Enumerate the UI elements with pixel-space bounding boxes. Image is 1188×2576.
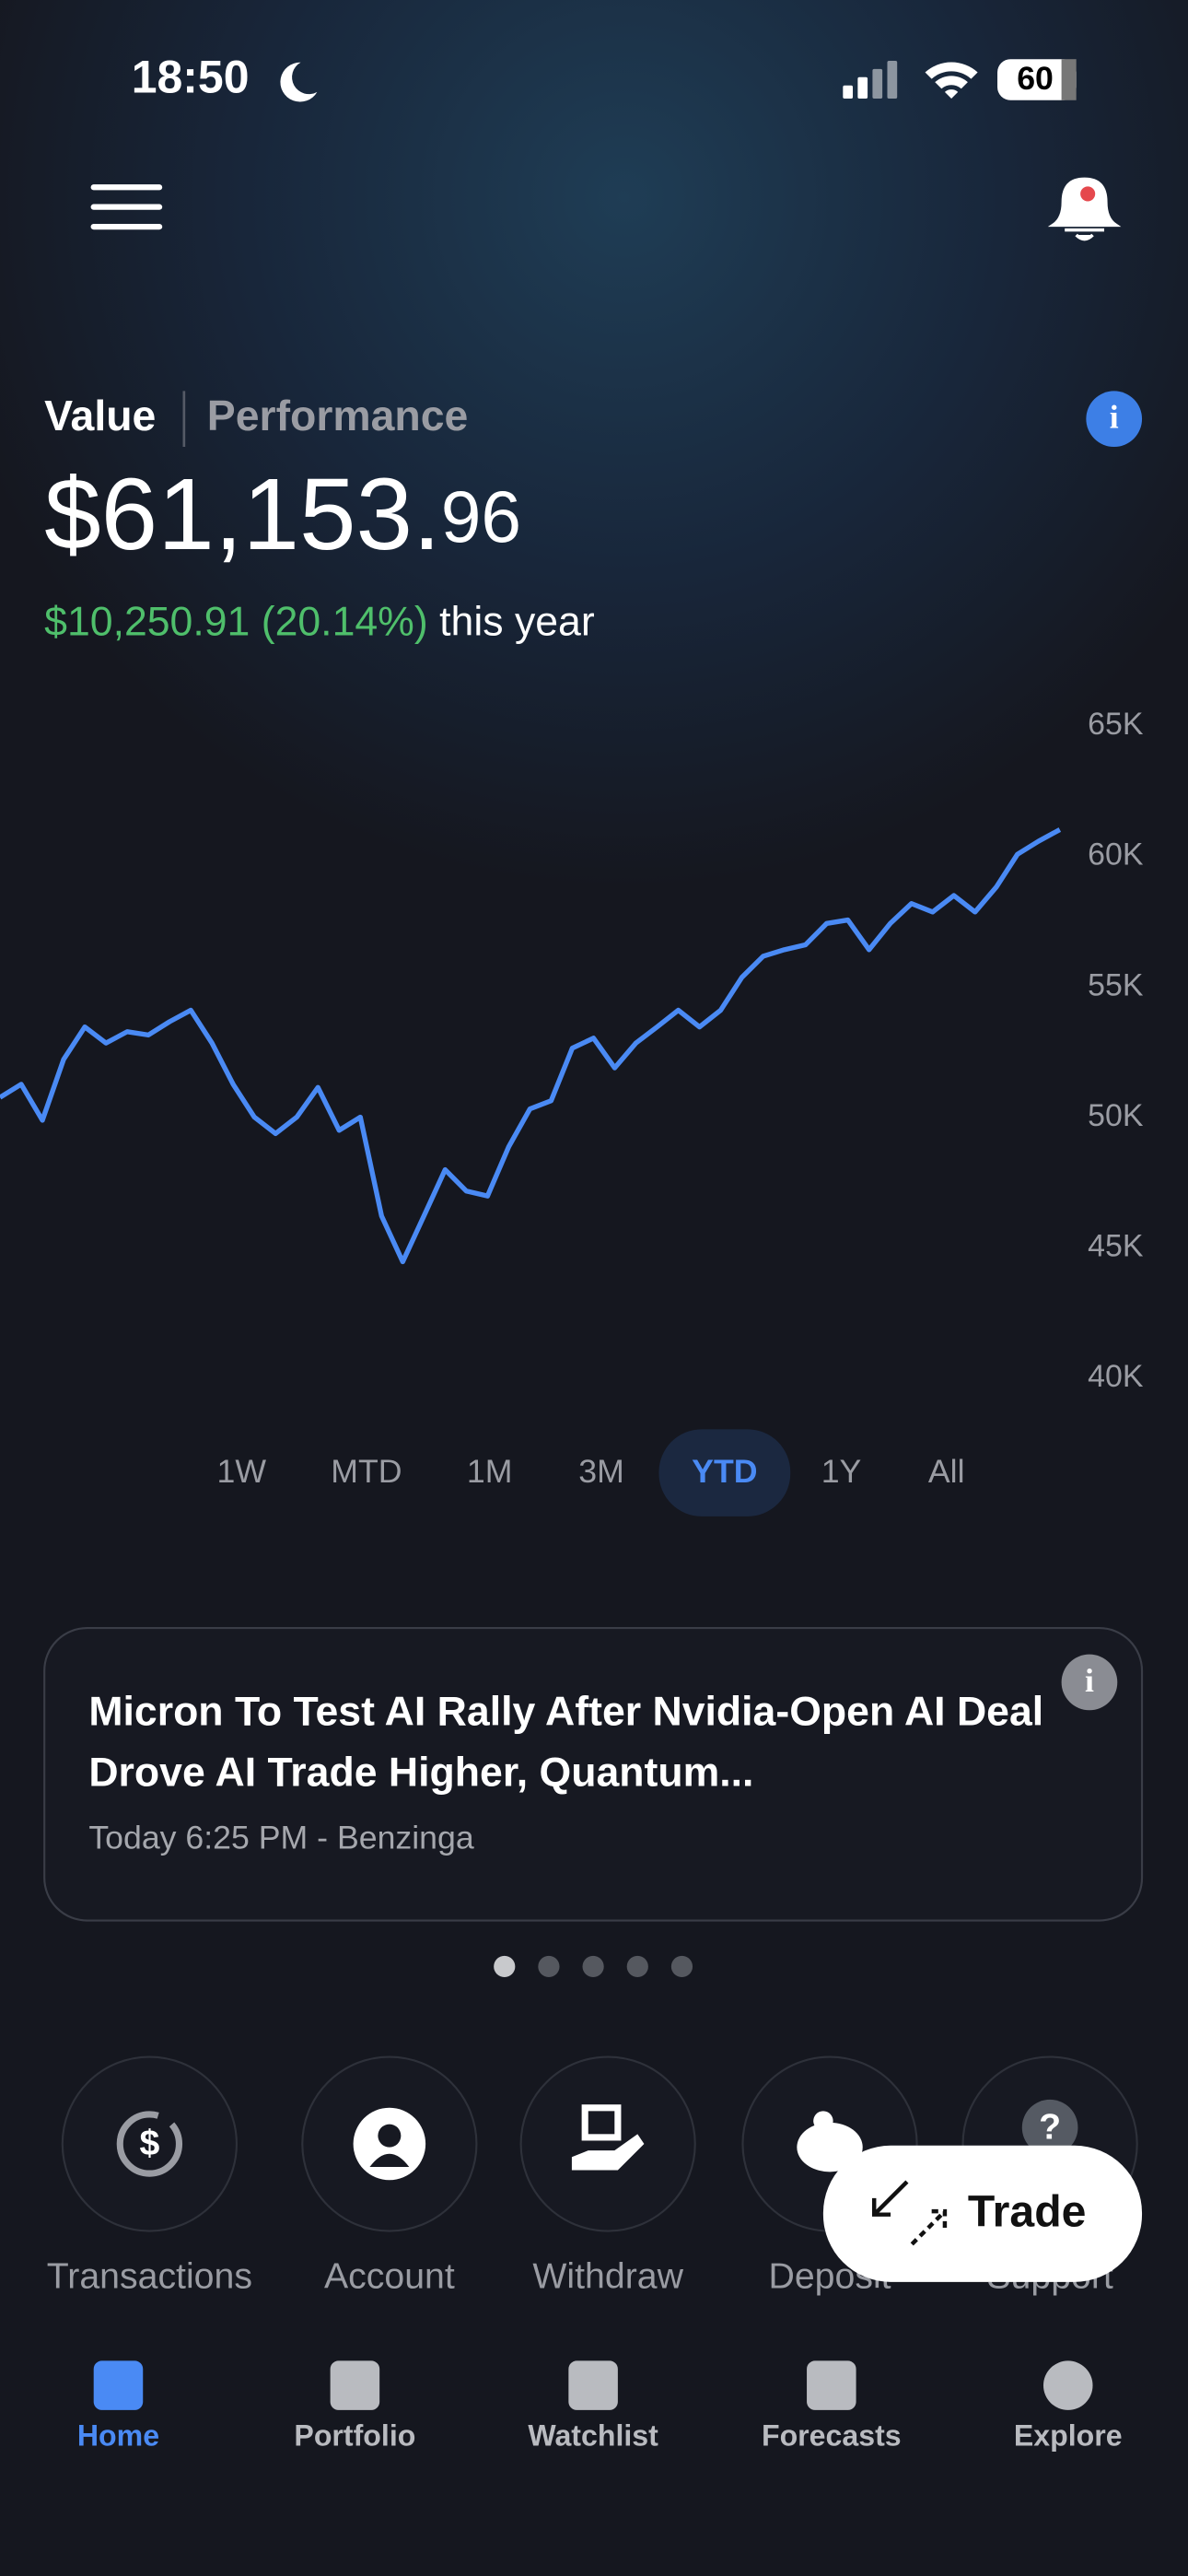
- y-tick-label: 40K: [1088, 1359, 1144, 1394]
- page-dot: [538, 1955, 560, 1978]
- range-option[interactable]: All: [928, 1453, 965, 1490]
- nav-icon[interactable]: [807, 2360, 856, 2410]
- balance: $61,153.96: [44, 458, 521, 571]
- trade-icon: [871, 2180, 948, 2246]
- clock: 18:50: [132, 52, 250, 103]
- pagination: [494, 1955, 693, 1978]
- action-icon: [571, 2104, 645, 2171]
- range-option[interactable]: 1M: [467, 1453, 513, 1490]
- price-line: [0, 827, 1062, 1265]
- signal-icon: [843, 60, 898, 99]
- svg-text:$: $: [139, 2123, 159, 2163]
- nav-icon[interactable]: [93, 2360, 144, 2410]
- page-dot: [626, 1955, 648, 1978]
- range-option[interactable]: 1Y: [821, 1453, 862, 1490]
- action-label: Withdraw: [532, 2256, 683, 2297]
- nav-icon[interactable]: [330, 2360, 380, 2410]
- trade-button[interactable]: [822, 2145, 1143, 2282]
- range-option[interactable]: 3M: [578, 1453, 624, 1490]
- action-button[interactable]: [519, 2055, 696, 2232]
- change: $10,250.91 (20.14%) this year: [44, 599, 595, 644]
- range-selector: 1W MTD 1M 3M YTD 1Y All: [217, 1429, 965, 1516]
- page-dot: [670, 1955, 693, 1978]
- nav-label[interactable]: Portfolio: [294, 2419, 415, 2453]
- notification-dot: [1080, 186, 1096, 202]
- y-tick-label: 50K: [1088, 1098, 1144, 1133]
- range-option[interactable]: MTD: [331, 1453, 402, 1490]
- news-info-button[interactable]: [1061, 1654, 1118, 1711]
- change-amount: $10,250.91 (20.14%): [44, 599, 427, 644]
- y-tick-label: 60K: [1088, 837, 1144, 872]
- news-meta: Today 6:25 PM - Benzinga: [88, 1820, 474, 1856]
- range-selected-pill: [658, 1429, 791, 1516]
- action-label: Account: [324, 2256, 455, 2297]
- info-glyph: i: [1110, 399, 1119, 436]
- y-tick-label: 45K: [1088, 1228, 1144, 1263]
- action-icon: [797, 2111, 863, 2172]
- news-title: Micron To Test AI Rally After Nvidia-Ope…: [88, 1689, 1044, 1796]
- battery-level: 60: [1017, 60, 1054, 97]
- nav-icon[interactable]: [1042, 2360, 1093, 2410]
- tab-value[interactable]: Value: [44, 392, 156, 439]
- info-button[interactable]: [1086, 391, 1143, 448]
- glow: [0, 0, 1188, 1019]
- news-info-glyph: i: [1085, 1662, 1094, 1699]
- nav-label[interactable]: Forecasts: [762, 2419, 902, 2453]
- wifi-icon: [925, 62, 978, 99]
- notifications-button[interactable]: [1047, 177, 1122, 241]
- range-option[interactable]: 1W: [217, 1453, 267, 1490]
- nav-label[interactable]: Home: [77, 2419, 159, 2453]
- y-tick-label: 55K: [1088, 967, 1144, 1002]
- bottom-nav: Home Portfolio Watchlist Forecasts Explore: [77, 2360, 1123, 2453]
- nav-icon[interactable]: [568, 2360, 618, 2410]
- chart: 40K 45K 50K 55K 60K 65K: [0, 707, 1144, 1394]
- battery-empty: [1061, 59, 1077, 100]
- news-card[interactable]: [43, 1627, 1144, 1922]
- battery-icon: [997, 59, 1077, 100]
- balance-main: $61,153.: [44, 458, 441, 571]
- tab-performance[interactable]: Performance: [207, 392, 469, 439]
- news-title-box: Micron To Test AI Rally After Nvidia-Ope…: [88, 1689, 1044, 1796]
- balance-cents: 96: [441, 476, 521, 557]
- y-tick-label: 65K: [1088, 707, 1144, 742]
- action-label: Transactions: [47, 2256, 252, 2297]
- action-icon: ?: [1021, 2099, 1078, 2156]
- nav-label[interactable]: Watchlist: [528, 2419, 658, 2453]
- action-icon: $: [116, 2111, 183, 2177]
- range-option[interactable]: YTD: [692, 1453, 757, 1490]
- svg-text:?: ?: [1039, 2106, 1061, 2147]
- actions: $TransactionsAccountWithdrawDeposit?Supp…: [47, 2055, 1138, 2297]
- menu-button[interactable]: [90, 184, 163, 230]
- trade-label: Trade: [968, 2186, 1086, 2236]
- page-dot: [582, 1955, 604, 1978]
- page-dot: [494, 1955, 516, 1978]
- moon-icon: [280, 62, 318, 102]
- action-icon: [353, 2107, 426, 2181]
- change-period: this year: [439, 599, 595, 644]
- nav-label[interactable]: Explore: [1014, 2419, 1123, 2453]
- action-button[interactable]: [61, 2055, 238, 2232]
